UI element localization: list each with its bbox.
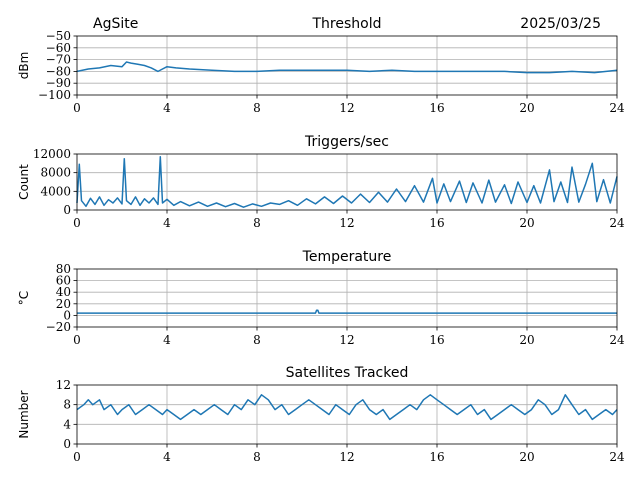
satellites-ytick-label: 12 bbox=[56, 378, 71, 392]
temperature-series-line-0 bbox=[77, 309, 617, 314]
temperature-xtick-label: 12 bbox=[339, 333, 354, 347]
threshold-ytick-label: −60 bbox=[46, 41, 71, 55]
threshold-xtick-label: 8 bbox=[253, 101, 261, 115]
satellites-xtick-label: 0 bbox=[73, 450, 81, 464]
threshold-xtick-label: 4 bbox=[163, 101, 171, 115]
triggers-ytick-label: 8000 bbox=[40, 166, 71, 180]
satellites-xtick-label: 12 bbox=[339, 450, 354, 464]
satellites-ylabel: Number bbox=[17, 390, 31, 438]
temperature-xtick-label: 16 bbox=[429, 333, 444, 347]
triggers-ytick-label: 0 bbox=[63, 203, 71, 217]
temperature-title: Temperature bbox=[302, 249, 392, 265]
date-label: 2025/03/25 bbox=[520, 16, 601, 32]
triggers-ytick-label: 12000 bbox=[33, 147, 71, 161]
triggers-ytick-label: 4000 bbox=[40, 184, 71, 198]
threshold-ytick-label: −80 bbox=[46, 64, 71, 78]
threshold-title: Threshold bbox=[312, 16, 382, 32]
triggers-xtick-label: 20 bbox=[519, 216, 534, 230]
threshold-xtick-label: 12 bbox=[339, 101, 354, 115]
satellites-xtick-label: 4 bbox=[163, 450, 171, 464]
temperature-ytick-label: 60 bbox=[56, 274, 71, 288]
threshold-ytick-label: −50 bbox=[46, 29, 71, 43]
threshold-ytick-label: −90 bbox=[46, 76, 71, 90]
temperature-ytick-label: 20 bbox=[56, 297, 71, 311]
satellites-title: Satellites Tracked bbox=[286, 365, 409, 381]
temperature-ytick-label: 80 bbox=[56, 262, 71, 276]
triggers-ylabel: Count bbox=[17, 164, 31, 200]
threshold-ylabel: dBm bbox=[17, 52, 31, 80]
satellites-ytick-label: 0 bbox=[63, 437, 71, 451]
triggers-xtick-label: 8 bbox=[253, 216, 261, 230]
threshold-ytick-label: −70 bbox=[46, 53, 71, 67]
threshold-xtick-label: 20 bbox=[519, 101, 534, 115]
temperature-ylabel: °C bbox=[17, 291, 31, 305]
satellites-xtick-label: 8 bbox=[253, 450, 261, 464]
threshold-xtick-label: 24 bbox=[609, 101, 625, 115]
triggers-series-line-0 bbox=[76, 156, 618, 208]
threshold-xtick-label: 16 bbox=[429, 101, 444, 115]
temperature-ytick-label: −20 bbox=[46, 320, 71, 334]
temperature-xtick-label: 0 bbox=[73, 333, 81, 347]
triggers-title: Triggers/sec bbox=[304, 134, 389, 150]
temperature-xtick-label: 8 bbox=[253, 333, 261, 347]
satellites-xtick-label: 16 bbox=[429, 450, 444, 464]
site-label: AgSite bbox=[93, 16, 138, 32]
threshold-series-line-0 bbox=[76, 61, 618, 74]
satellites-ytick-label: 4 bbox=[63, 417, 71, 431]
satellites-xtick-label: 24 bbox=[609, 450, 625, 464]
satellites-xtick-label: 20 bbox=[519, 450, 534, 464]
temperature-xtick-label: 20 bbox=[519, 333, 534, 347]
temperature-xtick-label: 4 bbox=[163, 333, 171, 347]
triggers-xtick-label: 0 bbox=[73, 216, 81, 230]
temperature-xtick-label: 24 bbox=[609, 333, 625, 347]
satellites-ytick-label: 8 bbox=[63, 398, 71, 412]
satellites-series-line-0 bbox=[76, 394, 618, 421]
triggers-xtick-label: 16 bbox=[429, 216, 444, 230]
triggers-xtick-label: 12 bbox=[339, 216, 354, 230]
triggers-xtick-label: 24 bbox=[609, 216, 625, 230]
temperature-ytick-label: 0 bbox=[63, 308, 71, 322]
triggers-xtick-label: 4 bbox=[163, 216, 171, 230]
threshold-xtick-label: 0 bbox=[73, 101, 81, 115]
temperature-ytick-label: 40 bbox=[56, 285, 71, 299]
threshold-ytick-label: −100 bbox=[38, 88, 71, 102]
